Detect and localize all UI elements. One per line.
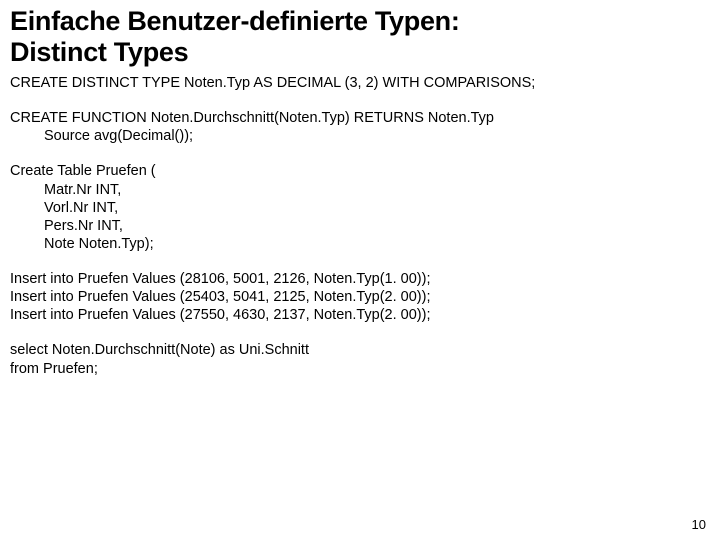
sql-insert-2: Insert into Pruefen Values (25403, 5041,… bbox=[10, 288, 710, 306]
page-number: 10 bbox=[692, 517, 706, 532]
slide-title: Einfache Benutzer-definierte Typen: Dist… bbox=[10, 6, 710, 68]
sql-select-line2: from Pruefen; bbox=[10, 360, 710, 378]
title-line-1: Einfache Benutzer-definierte Typen: bbox=[10, 6, 460, 36]
sql-create-table-line2: Matr.Nr INT, bbox=[44, 181, 710, 199]
sql-create-type: CREATE DISTINCT TYPE Noten.Typ AS DECIMA… bbox=[10, 74, 710, 92]
sql-select-line1: select Noten.Durchschnitt(Note) as Uni.S… bbox=[10, 341, 710, 359]
sql-insert-3: Insert into Pruefen Values (27550, 4630,… bbox=[10, 306, 710, 324]
slide: Einfache Benutzer-definierte Typen: Dist… bbox=[0, 0, 720, 540]
slide-body: CREATE DISTINCT TYPE Noten.Typ AS DECIMA… bbox=[10, 74, 710, 378]
sql-create-function-line2: Source avg(Decimal()); bbox=[44, 127, 710, 145]
sql-create-table-line3: Vorl.Nr INT, bbox=[44, 199, 710, 217]
sql-create-function-line1: CREATE FUNCTION Noten.Durchschnitt(Noten… bbox=[10, 109, 710, 127]
title-line-2: Distinct Types bbox=[10, 37, 188, 67]
sql-create-table-line1: Create Table Pruefen ( bbox=[10, 162, 710, 180]
sql-create-table-line4: Pers.Nr INT, bbox=[44, 217, 710, 235]
sql-create-table-line5: Note Noten.Typ); bbox=[44, 235, 710, 253]
sql-insert-1: Insert into Pruefen Values (28106, 5001,… bbox=[10, 270, 710, 288]
